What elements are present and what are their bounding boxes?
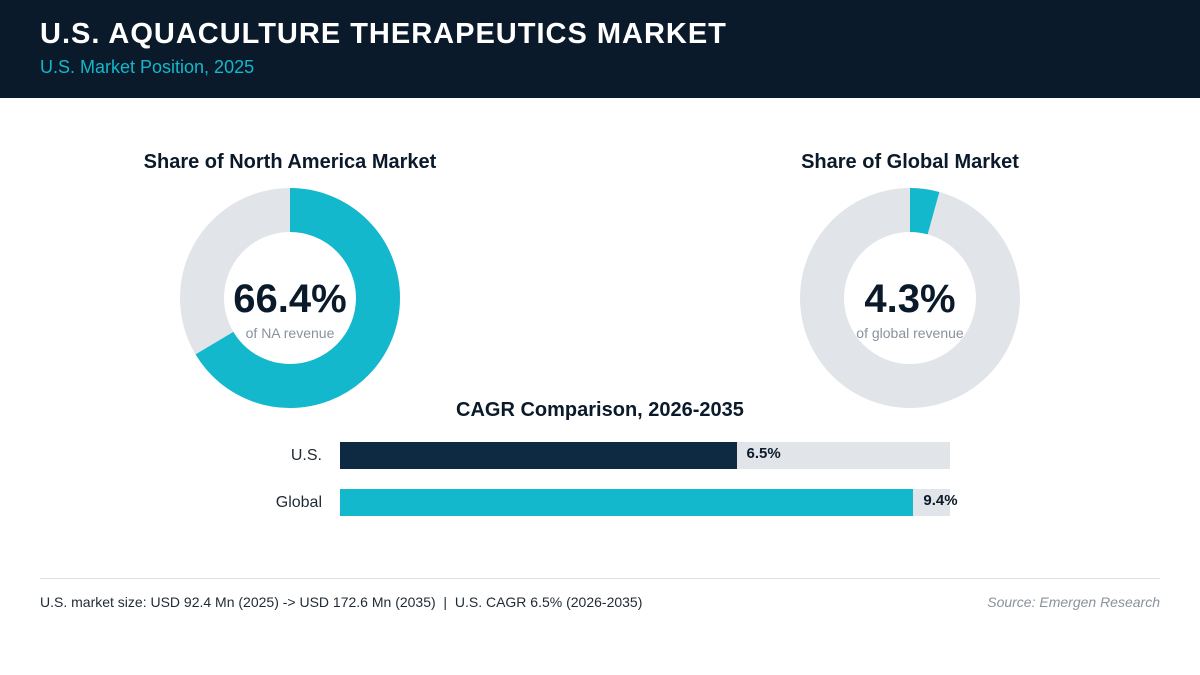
bar-value-global: 9.4% [923,492,958,509]
page-title: U.S. AQUACULTURE THERAPEUTICS MARKET [40,18,727,50]
na-share-value: 66.4% [233,277,347,321]
na-share-caption: of NA revenue [245,325,335,341]
bar-global [340,489,914,516]
global-share-center: 4.3% of global revenue [800,188,1020,408]
global-share-value: 4.3% [864,277,956,321]
bar-us [340,442,737,469]
na-share-arc [180,188,400,408]
bar-track-global: 9.4% [340,489,958,516]
na-share-center: 66.4% of NA revenue [180,188,400,408]
global-share-caption: of global revenue [856,325,964,341]
na-share-donut [180,188,400,408]
bar-label-us: U.S. [290,447,322,464]
footer-note: U.S. market size: USD 92.4 Mn (2025) -> … [40,594,643,610]
bar-track-us: 6.5% [340,442,950,469]
global-share-donut [800,188,1020,408]
header-banner: U.S. AQUACULTURE THERAPEUTICS MARKET U.S… [0,0,1200,98]
bar-label-global: Global [275,494,322,511]
footer-divider [40,578,1160,579]
page-subtitle: U.S. Market Position, 2025 [40,57,255,77]
na-share-title: Share of North America Market [143,151,437,173]
bar-value-us: 6.5% [746,445,781,462]
cagr-chart-title: CAGR Comparison, 2026-2035 [456,399,744,421]
source-credit: Source: Emergen Research [987,594,1160,610]
global-share-title: Share of Global Market [801,151,1019,173]
global-share-arc [800,188,1020,408]
